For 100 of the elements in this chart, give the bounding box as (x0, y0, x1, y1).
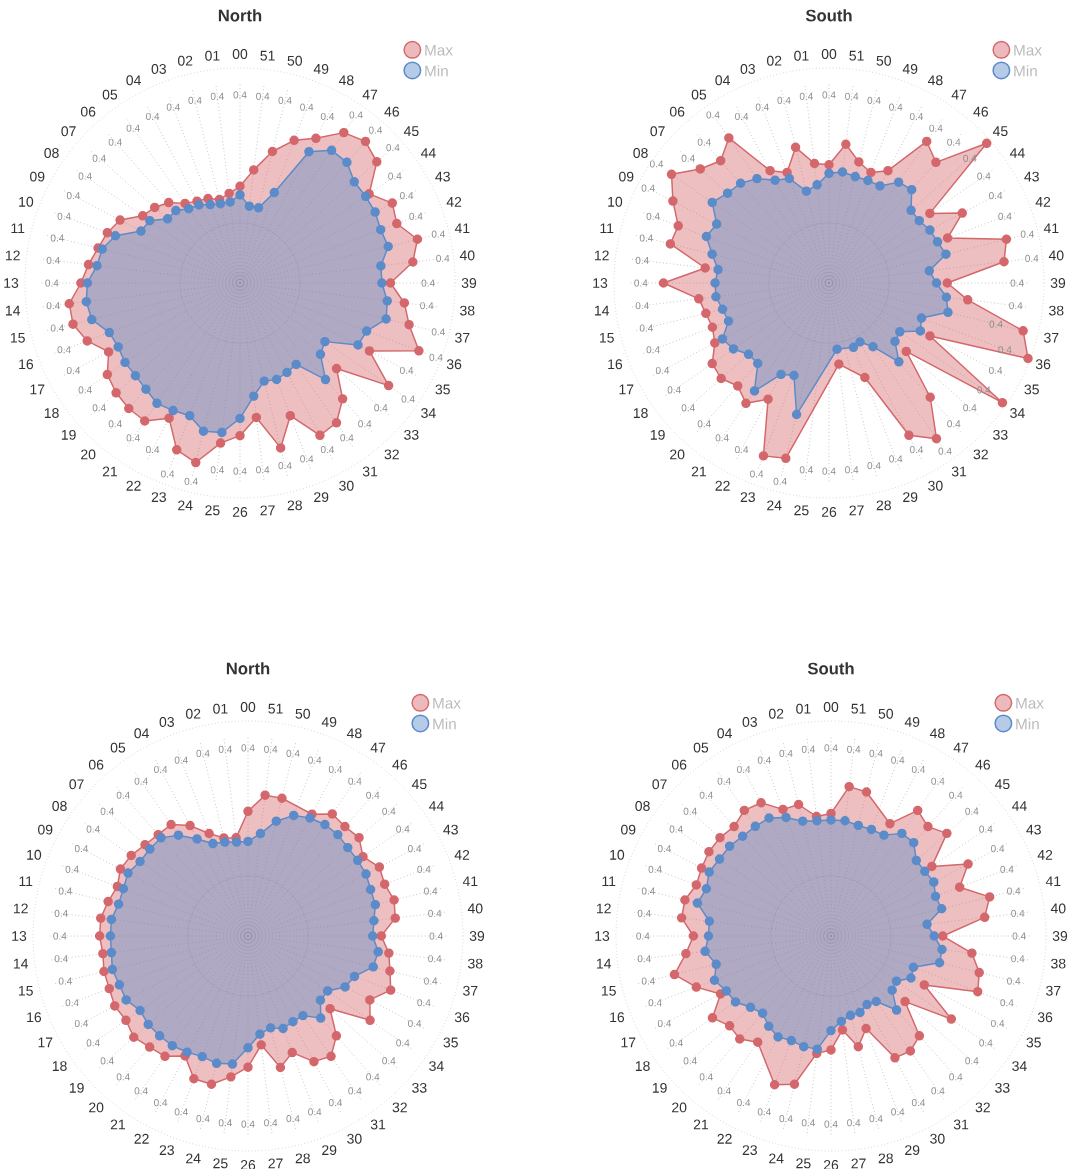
spoke-label: 50 (876, 55, 892, 66)
spoke-label: 23 (742, 1145, 757, 1156)
text: 0.4 (989, 192, 1003, 200)
text: 0.4 (929, 124, 943, 132)
spoke-label: 41 (462, 876, 478, 887)
spoke-label: 26 (821, 507, 837, 517)
text: 0.4 (636, 932, 650, 940)
text: 0.4 (154, 765, 168, 773)
spoke-label: 03 (151, 63, 166, 74)
spoke-label: 02 (185, 708, 201, 719)
spoke-label: 36 (1037, 1012, 1053, 1023)
spoke-label: 51 (260, 50, 275, 61)
spoke-label: 44 (1009, 148, 1025, 158)
text: 0.4 (366, 791, 380, 799)
spoke-label: 51 (849, 50, 864, 61)
text: 0.4 (308, 756, 322, 764)
text: 0.4 (965, 1057, 979, 1065)
text: 0.4 (154, 1099, 168, 1107)
text: 0.4 (196, 749, 210, 757)
spoke-label: 01 (205, 50, 220, 61)
text: 0.4 (717, 1087, 731, 1095)
spoke-label: 20 (672, 1102, 687, 1113)
text: 0.4 (949, 791, 963, 799)
spoke-label: 07 (61, 126, 76, 137)
spoke-label: 43 (443, 824, 458, 835)
spoke-label: 49 (904, 716, 920, 727)
spoke-label: 34 (1012, 1061, 1027, 1072)
text: 0.4 (824, 1120, 838, 1128)
text: 0.4 (348, 777, 362, 785)
legend-label: Min (1016, 718, 1039, 730)
text: 0.4 (947, 420, 961, 428)
text: 0.4 (409, 212, 423, 220)
spoke-label: 47 (951, 89, 967, 100)
text: 0.4 (697, 420, 711, 428)
text: 0.4 (777, 96, 791, 104)
spoke-label: 30 (347, 1133, 362, 1144)
text: 0.4 (320, 446, 335, 454)
text: 0.4 (909, 112, 924, 120)
text: 0.4 (74, 1019, 89, 1027)
text: 0.4 (715, 434, 729, 442)
text: 0.4 (58, 977, 72, 985)
spoke-label: 09 (30, 171, 45, 182)
spoke-label: 27 (260, 505, 275, 516)
text: 0.4 (366, 1073, 380, 1081)
spoke-label: 40 (1048, 250, 1064, 261)
spoke-label: 13 (595, 931, 610, 941)
spoke-label: 45 (994, 779, 1010, 790)
spoke-label: 00 (232, 49, 248, 59)
spoke-label: 38 (460, 305, 475, 316)
spoke-label: 28 (295, 1153, 310, 1164)
text: 0.4 (45, 279, 59, 287)
text: 0.4 (648, 999, 662, 1007)
text: 0.4 (166, 103, 180, 111)
text: 0.4 (134, 777, 148, 785)
spoke-label: 29 (322, 1145, 337, 1156)
text: 0.4 (388, 172, 402, 180)
text: 0.4 (92, 404, 106, 412)
spoke-label: 20 (81, 449, 96, 460)
spoke-label: 08 (635, 801, 650, 811)
text: 0.4 (655, 366, 670, 374)
spoke-label: 46 (392, 759, 407, 770)
text: 0.4 (635, 256, 649, 264)
spoke-label: 36 (446, 359, 462, 370)
spoke-label: 00 (821, 49, 837, 59)
spoke-label: 51 (268, 703, 283, 714)
spoke-label: 27 (849, 505, 864, 516)
spoke-label: 35 (435, 384, 450, 395)
text: 0.4 (396, 825, 410, 833)
text: 0.4 (965, 807, 979, 815)
text: 0.4 (911, 765, 926, 773)
text: 0.4 (408, 1019, 422, 1027)
spoke-label: 50 (287, 55, 303, 66)
text: 0.4 (210, 92, 224, 100)
text: 0.4 (428, 909, 442, 917)
spoke-label: 00 (240, 702, 256, 712)
spoke-label: 47 (362, 89, 378, 100)
text: 0.4 (400, 192, 414, 200)
spoke-label: 45 (992, 126, 1008, 137)
spoke-label: 04 (126, 75, 141, 86)
text: 0.4 (735, 112, 749, 120)
spoke-label: 09 (38, 824, 53, 835)
text: 0.4 (421, 279, 435, 287)
text: 0.4 (646, 346, 660, 354)
spoke-label: 20 (89, 1102, 104, 1113)
spoke-label: 21 (102, 466, 118, 477)
spoke-label: 18 (633, 408, 648, 419)
spoke-label: 14 (596, 958, 612, 969)
spoke-label: 18 (635, 1061, 650, 1072)
text: 0.4 (845, 466, 859, 474)
spoke-label: 29 (314, 492, 329, 503)
spoke-label: 10 (610, 849, 625, 860)
spoke-label: 19 (652, 1082, 667, 1093)
text: 0.4 (308, 1108, 322, 1116)
text: 0.4 (757, 1108, 771, 1116)
spoke-label: 13 (12, 931, 27, 941)
chart-title: South (807, 662, 854, 675)
text: 0.4 (348, 1087, 362, 1095)
spoke-label: 11 (19, 876, 33, 887)
spoke-label: 12 (594, 250, 609, 261)
spoke-label: 26 (823, 1160, 839, 1169)
